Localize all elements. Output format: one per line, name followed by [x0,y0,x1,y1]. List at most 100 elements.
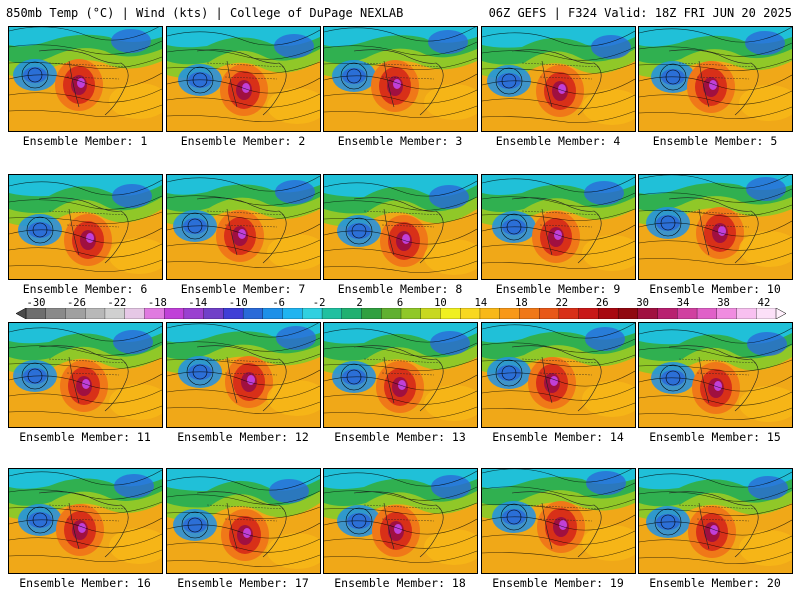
ensemble-member-label: Ensemble Member: 10 [649,282,781,296]
colorbar-swatch [420,308,441,319]
ensemble-member-map [481,468,636,574]
colorbar-swatch [223,308,244,319]
colorbar-swatch [558,308,580,319]
colorbar-swatch [440,308,461,319]
ensemble-member-map [481,174,636,280]
colorbar-tick-label: 14 [474,297,488,309]
ensemble-member-map [166,468,321,574]
ensemble-member-label: Ensemble Member: 20 [649,576,781,590]
colorbar-swatch [104,308,126,319]
ensemble-member-map [323,174,478,280]
colorbar-high-arrow [775,308,786,319]
colorbar-swatch [321,308,343,319]
ensemble-member-map [638,174,793,280]
temperature-colorbar [16,308,786,319]
ensemble-member-map [8,174,163,280]
ensemble-member-map [166,322,321,428]
colorbar-swatch [499,308,520,319]
colorbar-tick-label: 6 [396,297,404,309]
ensemble-member-label: Ensemble Member: 6 [22,282,148,296]
ensemble-member-map [638,322,793,428]
colorbar-swatch [677,308,698,319]
colorbar-swatch [598,308,619,319]
colorbar-swatch [45,308,66,319]
colorbar-swatch [519,308,540,319]
colorbar-swatch [302,308,323,319]
ensemble-member-label: Ensemble Member: 12 [177,430,309,444]
ensemble-member-label: Ensemble Member: 3 [337,134,463,148]
colorbar-swatch [736,308,757,319]
colorbar-swatch [657,308,678,319]
ensemble-member-label: Ensemble Member: 16 [19,576,151,590]
colorbar-swatch [144,308,165,319]
colorbar-tick-label: 38 [717,297,730,309]
colorbar-tick-label: -6 [272,297,285,309]
ensemble-member-label: Ensemble Member: 18 [334,576,466,590]
colorbar-tick-label: 2 [356,297,363,309]
colorbar-low-arrow [16,308,27,319]
ensemble-member-label: Ensemble Member: 1 [22,134,148,148]
colorbar-swatch [164,308,185,319]
ensemble-member-label: Ensemble Member: 5 [652,134,778,148]
colorbar-swatch [262,308,284,319]
ensemble-member-map [8,322,163,428]
ensemble-member-label: Ensemble Member: 13 [334,430,466,444]
colorbar-tick-label: 18 [515,297,528,309]
colorbar-swatch [400,308,422,319]
colorbar-swatch [756,308,777,319]
colorbar-swatch [578,308,599,319]
colorbar-swatch [637,308,659,319]
run-valid-time: 06Z GEFS | F324 Valid: 18Z FRI JUN 20 20… [488,6,792,20]
ensemble-member-label: Ensemble Member: 15 [649,430,781,444]
ensemble-member-label: Ensemble Member: 9 [495,282,621,296]
ensemble-member-map [8,26,163,132]
colorbar-tick-label: 30 [636,297,649,309]
colorbar-swatch [617,308,639,319]
colorbar-swatch [242,308,264,319]
colorbar-tick-label: -2 [312,297,326,309]
colorbar-swatch [124,308,145,319]
colorbar-swatch [282,308,303,319]
colorbar-tick-label: -18 [147,297,167,309]
colorbar-tick-label: 34 [676,297,690,309]
colorbar-swatch [85,308,106,319]
colorbar-tick-label: -10 [228,297,248,309]
ensemble-member-label: Ensemble Member: 14 [492,430,624,444]
colorbar-swatch [460,308,481,319]
ensemble-member-map [323,26,478,132]
colorbar-swatch [539,308,560,319]
ensemble-member-label: Ensemble Member: 11 [19,430,151,444]
colorbar-tick-label: -14 [188,297,208,309]
colorbar-swatch [203,308,224,319]
colorbar-tick-label: -22 [107,297,127,309]
colorbar-swatch [479,308,501,319]
colorbar-tick-label: -26 [66,297,86,309]
colorbar-tick-label: 22 [555,297,569,309]
ensemble-member-map [638,468,793,574]
ensemble-member-map [323,468,478,574]
colorbar-tick-label: 26 [595,297,609,309]
colorbar-swatch [183,308,205,319]
colorbar-tick-label: -30 [26,297,46,309]
ensemble-member-map [481,322,636,428]
colorbar-swatch [25,308,47,319]
ensemble-member-map [638,26,793,132]
ensemble-member-label: Ensemble Member: 19 [492,576,624,590]
colorbar-swatch [381,308,402,319]
ensemble-member-label: Ensemble Member: 2 [180,134,306,148]
ensemble-member-map [481,26,636,132]
ensemble-member-map [8,468,163,574]
ensemble-member-map [166,174,321,280]
ensemble-member-map [166,26,321,132]
colorbar-tick-label: 42 [757,297,771,309]
map-title: 850mb Temp (°C) | Wind (kts) | College o… [6,6,404,20]
colorbar-swatch [361,308,382,319]
ensemble-member-label: Ensemble Member: 4 [495,134,621,148]
ensemble-member-label: Ensemble Member: 17 [177,576,309,590]
ensemble-member-label: Ensemble Member: 8 [337,282,463,296]
colorbar-swatch [341,308,362,319]
colorbar-swatch [65,308,86,319]
colorbar-swatch [716,308,737,319]
ensemble-member-label: Ensemble Member: 7 [180,282,306,296]
colorbar-tick-label: 10 [434,297,447,309]
